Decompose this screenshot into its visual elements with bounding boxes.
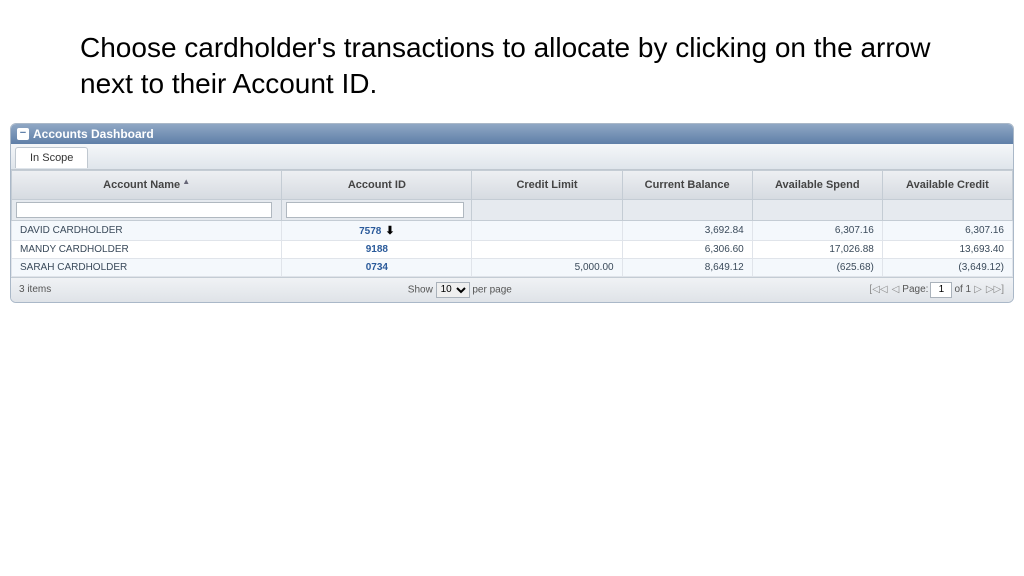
first-page-icon[interactable]: [◁◁	[868, 284, 888, 295]
filter-credit-limit	[472, 199, 622, 220]
panel-header: − Accounts Dashboard	[11, 124, 1013, 144]
cell-account-name: SARAH CARDHOLDER	[12, 258, 282, 276]
filter-available-credit	[882, 199, 1012, 220]
last-page-icon[interactable]: ▷▷]	[985, 284, 1005, 295]
cell-available-spend: (625.68)	[752, 258, 882, 276]
filter-current-balance	[622, 199, 752, 220]
col-available-credit[interactable]: Available Credit	[882, 170, 1012, 199]
cell-account-name: MANDY CARDHOLDER	[12, 240, 282, 258]
sort-asc-icon: ▲	[182, 177, 190, 186]
cell-available-spend: 6,307.16	[752, 220, 882, 240]
panel-title: Accounts Dashboard	[33, 127, 154, 141]
filter-account-id[interactable]	[286, 202, 464, 218]
cell-available-credit: (3,649.12)	[882, 258, 1012, 276]
filter-available-spend	[752, 199, 882, 220]
cell-available-credit: 13,693.40	[882, 240, 1012, 258]
table-row[interactable]: DAVID CARDHOLDER7578⬇3,692.846,307.166,3…	[12, 220, 1013, 240]
per-page-label: per page	[472, 284, 511, 295]
accounts-dashboard-panel: − Accounts Dashboard In Scope Account Na…	[10, 123, 1014, 303]
cell-current-balance: 8,649.12	[622, 258, 752, 276]
col-account-id[interactable]: Account ID	[282, 170, 472, 199]
col-account-name[interactable]: Account Name▲	[12, 170, 282, 199]
page-of: of 1	[954, 284, 971, 295]
dropdown-arrow-icon[interactable]: ⬇	[385, 224, 394, 237]
filter-account-name[interactable]	[16, 202, 272, 218]
next-page-icon[interactable]: ▷	[973, 284, 983, 295]
prev-page-icon[interactable]: ◁	[891, 284, 901, 295]
cell-current-balance: 3,692.84	[622, 220, 752, 240]
accounts-table: Account Name▲ Account ID Credit Limit Cu…	[11, 170, 1013, 277]
per-page-select[interactable]: 10	[436, 282, 470, 298]
col-available-spend[interactable]: Available Spend	[752, 170, 882, 199]
col-credit-limit[interactable]: Credit Limit	[472, 170, 622, 199]
cell-available-credit: 6,307.16	[882, 220, 1012, 240]
cell-current-balance: 6,306.60	[622, 240, 752, 258]
cell-credit-limit	[472, 220, 622, 240]
cell-account-id[interactable]: 0734	[282, 258, 472, 276]
show-label: Show	[408, 284, 433, 295]
cell-account-id[interactable]: 7578⬇	[282, 220, 472, 240]
page-input[interactable]	[930, 282, 952, 298]
cell-credit-limit	[472, 240, 622, 258]
cell-credit-limit: 5,000.00	[472, 258, 622, 276]
page-title: Choose cardholder's transactions to allo…	[0, 0, 1024, 123]
page-label: Page:	[902, 284, 928, 295]
cell-account-id[interactable]: 9188	[282, 240, 472, 258]
table-row[interactable]: MANDY CARDHOLDER9188 6,306.6017,026.8813,…	[12, 240, 1013, 258]
col-label: Account Name	[103, 179, 180, 191]
cell-available-spend: 17,026.88	[752, 240, 882, 258]
cell-account-name: DAVID CARDHOLDER	[12, 220, 282, 240]
table-footer: 3 items Show 10 per page [◁◁ ◁ Page: of …	[11, 277, 1013, 302]
tab-bar: In Scope	[11, 144, 1013, 170]
item-count: 3 items	[19, 284, 51, 295]
tab-in-scope[interactable]: In Scope	[15, 147, 88, 168]
collapse-icon[interactable]: −	[17, 128, 29, 140]
table-row[interactable]: SARAH CARDHOLDER07345,000.008,649.12(625…	[12, 258, 1013, 276]
col-current-balance[interactable]: Current Balance	[622, 170, 752, 199]
